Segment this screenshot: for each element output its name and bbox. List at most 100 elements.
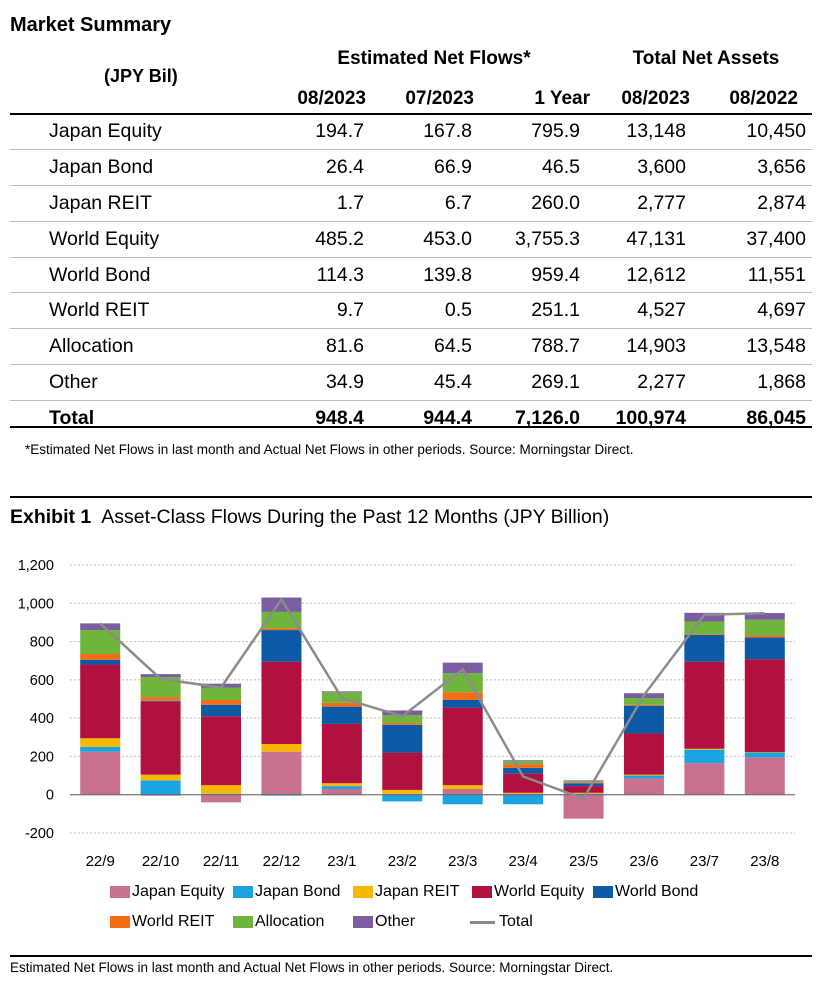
bar-segment [442, 785, 483, 789]
bar-segment [623, 704, 664, 706]
table-cell: 34.9 [266, 364, 376, 402]
x-tick-label: 22/11 [203, 853, 239, 870]
x-tick-label: 23/5 [569, 853, 598, 870]
table-cell: 948.4 [315, 407, 364, 430]
bar-segment [684, 633, 725, 635]
x-tick-label: 23/1 [327, 853, 356, 870]
bar-segment [80, 630, 121, 655]
table-cell: 13,548 [702, 328, 812, 366]
table-cell: 453.0 [376, 221, 484, 258]
bar-segment [382, 715, 423, 723]
bar-segment [503, 794, 544, 805]
table-cell: 7,126.0 [514, 407, 580, 430]
table-cell: 47,131 [594, 221, 702, 258]
market-summary-title: Market Summary [10, 14, 172, 36]
bar-segment [201, 704, 242, 717]
table-cell: 14,903 [594, 328, 702, 366]
table-cell: 194.7 [266, 114, 376, 150]
table-cell: 26.4 [266, 149, 376, 186]
legend-item: Japan REIT [353, 883, 459, 901]
bar-segment [140, 676, 181, 698]
x-tick-label: 23/7 [690, 853, 719, 870]
bar-segment [382, 794, 423, 802]
bar-segment [442, 673, 483, 693]
bar-segment [684, 621, 725, 634]
bar-segment [744, 752, 785, 753]
legend-label: World Bond [615, 883, 699, 900]
legend-swatch [233, 916, 253, 928]
table-row: Allocation 81.6 64.5 788.7 14,903 13,548 [10, 328, 812, 366]
bar-segment [261, 661, 302, 744]
y-tick-label: 400 [30, 711, 54, 727]
col-header: 08/2022 [729, 88, 798, 109]
x-tick-label: 22/12 [263, 853, 301, 870]
legend-item: Allocation [233, 913, 324, 931]
bar-segment [442, 707, 483, 786]
row-label: Japan Equity [10, 114, 266, 150]
bar-segment [503, 761, 544, 765]
bar-segment [563, 783, 604, 787]
bar-segment [140, 674, 181, 677]
bar-segment [80, 654, 121, 660]
bar-segment [261, 743, 302, 752]
bar-segment [744, 613, 785, 620]
bar-segment [201, 716, 242, 786]
bar-segment [744, 659, 785, 753]
legend-swatch [233, 886, 253, 898]
bar-segment [563, 794, 604, 819]
bar-segment [744, 752, 785, 758]
table-cell: 13,148 [594, 114, 702, 150]
bar-segment [503, 792, 544, 794]
bar-segment [563, 786, 604, 793]
table-cell: 64.5 [376, 328, 484, 366]
bar-segment [261, 630, 302, 662]
legend-swatch [110, 916, 130, 928]
bar-segment [321, 706, 362, 724]
table-cell: 37,400 [702, 221, 812, 258]
table-row: World Bond 114.3 139.8 959.4 12,612 11,551 [10, 257, 812, 294]
table-cell: 3,755.3 [484, 221, 594, 258]
bar-segment [261, 628, 302, 631]
table-row: Japan REIT 1.7 6.7 260.0 2,777 2,874 [10, 185, 812, 222]
legend-item: World Bond [593, 883, 698, 901]
bar-segment [563, 782, 604, 784]
table-cell: 11,551 [702, 257, 812, 294]
summary-table: Japan Equity 194.7 167.8 795.9 13,148 10,450 J… [10, 114, 812, 436]
bar-segment [80, 664, 121, 739]
bar-segment [684, 748, 725, 750]
flows-chart: -200 0 200 400 600 800 1,000 1,200 22/9 22/10 22/1… [18, 558, 795, 870]
table-cell: 795.9 [484, 114, 594, 150]
table-cell: 1.7 [266, 185, 376, 222]
total-line [99, 597, 765, 801]
table-cell: 86,045 [746, 407, 806, 430]
table-cell: 114.3 [266, 257, 376, 294]
legend-line-swatch [470, 920, 495, 924]
legend-label: Total [499, 913, 533, 930]
net-assets-header: Total Net Assets [632, 48, 780, 69]
bar-segment [321, 723, 362, 784]
table-cell: 3,656 [702, 149, 812, 186]
table-cell: 788.7 [484, 328, 594, 366]
bar-segment [80, 751, 121, 795]
x-tick-label: 22/10 [142, 853, 180, 870]
bar-segment [442, 788, 483, 795]
y-tick-label: 200 [30, 749, 54, 765]
bar-segment [201, 687, 242, 700]
legend-label: World Equity [494, 883, 585, 900]
table-cell: 2,874 [702, 185, 812, 222]
bar-segment [684, 661, 725, 749]
row-label: World Equity [10, 221, 266, 258]
bar-segment [261, 751, 302, 795]
table-row: Other 34.9 45.4 269.1 2,277 1,868 [10, 364, 812, 402]
bar-segment [503, 764, 544, 768]
bar-segment [503, 767, 544, 774]
bar-segment [442, 794, 483, 805]
table-bottom-rule [10, 426, 812, 428]
bar-segment [684, 612, 725, 622]
row-label: Allocation [10, 328, 266, 366]
y-tick-label: 1,200 [18, 558, 54, 574]
bar-segment [684, 763, 725, 795]
bar-segment [744, 757, 785, 795]
table-cell: 66.9 [376, 149, 484, 186]
table-row: Japan Equity 194.7 167.8 795.9 13,148 10,450 [10, 114, 812, 150]
